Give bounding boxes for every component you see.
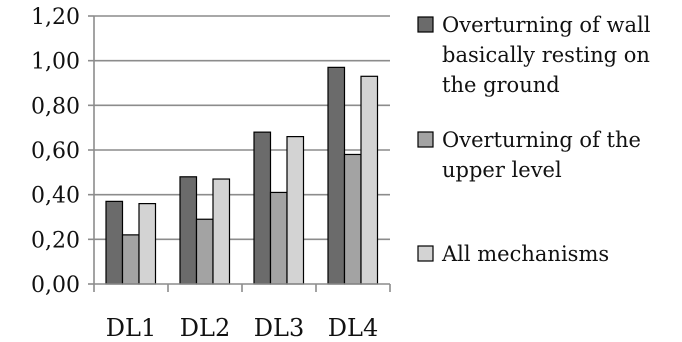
x-axis-category-labels: DL1 DL2 DL3 DL4	[106, 314, 378, 342]
x-category-label: DL1	[106, 314, 156, 342]
bar-dl2-series-1	[179, 176, 198, 285]
y-tick-label: 0,20	[31, 228, 80, 253]
bar-dl4-series-1	[327, 66, 346, 285]
bar-dl1-series-1	[105, 200, 124, 285]
y-tick-label: 0,00	[31, 273, 80, 298]
legend-swatch	[417, 16, 434, 33]
x-category-label: DL4	[328, 314, 378, 342]
bar-dl2-series-2	[195, 218, 214, 285]
legend-item-1: Overturning of wall basically resting on t…	[417, 13, 651, 97]
legend-label: Overturning of the	[442, 128, 641, 152]
legend-label: basically resting on	[442, 43, 650, 67]
y-tick-label: 1,00	[31, 50, 80, 75]
legend-label: upper level	[442, 158, 562, 182]
legend-swatch	[417, 131, 434, 148]
legend-label: All mechanisms	[441, 242, 609, 266]
legend-label: the ground	[442, 73, 560, 97]
bar-dl3-series-3	[286, 136, 305, 285]
y-tick-label: 0,60	[31, 139, 80, 164]
legend-label: Overturning of wall	[442, 13, 651, 37]
x-category-label: DL2	[180, 314, 230, 342]
bar-dl1-series-3	[138, 203, 157, 285]
legend-swatch	[417, 245, 434, 262]
y-axis-tick-labels: 0,00 0,20 0,40 0,60 0,80 1,00 1,20	[31, 5, 80, 298]
x-category-label: DL3	[254, 314, 304, 342]
legend-item-3: All mechanisms	[417, 242, 609, 266]
bar-dl4-series-2	[343, 153, 362, 285]
bar-dl4-series-3	[360, 75, 379, 285]
bars	[105, 66, 379, 285]
bar-dl3-series-2	[269, 191, 288, 285]
bar-dl1-series-2	[121, 234, 140, 285]
y-tick-label: 0,80	[31, 94, 80, 119]
axes	[88, 15, 391, 292]
bar-dl3-series-1	[253, 131, 272, 285]
legend-item-2: Overturning of the upper level	[417, 128, 641, 182]
y-tick-label: 0,40	[31, 184, 80, 209]
bar-dl2-series-3	[212, 178, 231, 285]
y-tick-label: 1,20	[31, 5, 80, 30]
legend: Overturning of wall basically resting on t…	[417, 13, 651, 266]
